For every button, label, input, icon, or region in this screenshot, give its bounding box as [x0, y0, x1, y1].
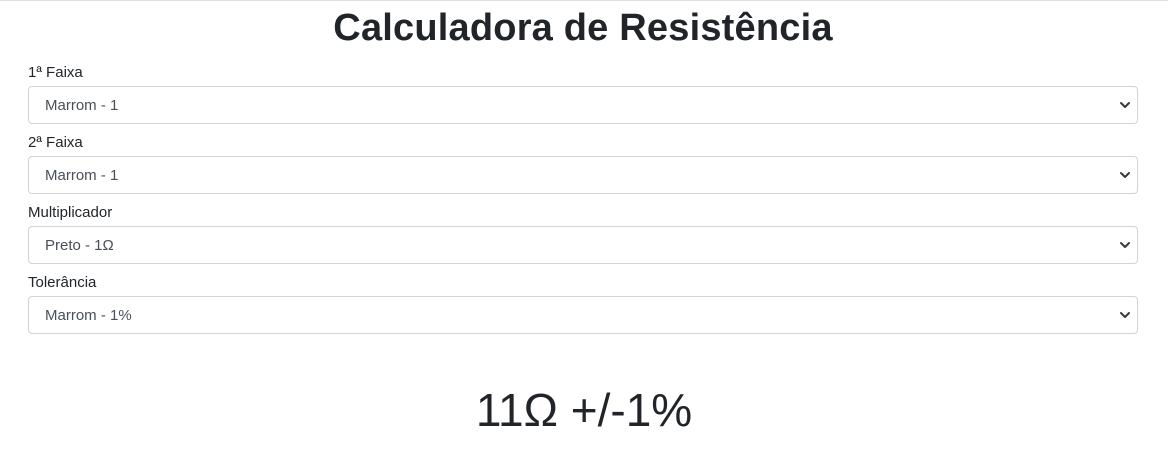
first-band-label: 1ª Faixa: [28, 64, 83, 81]
chevron-down-icon: [1120, 102, 1130, 108]
page-title: Calculadora de Resistência: [333, 7, 833, 49]
second-band-label: 2ª Faixa: [28, 134, 83, 151]
multiplier-value: Preto - 1Ω: [45, 237, 114, 254]
second-band-value: Marrom - 1: [45, 167, 119, 184]
second-band-select[interactable]: Marrom - 1: [28, 156, 1138, 194]
first-band-select[interactable]: Marrom - 1: [28, 86, 1138, 124]
chevron-down-icon: [1120, 312, 1130, 318]
multiplier-label: Multiplicador: [28, 204, 113, 221]
calculator-form: Calculadora de Resistência 1ª Faixa Marr…: [28, 0, 1138, 344]
multiplier-select[interactable]: Preto - 1Ω: [28, 226, 1138, 264]
tolerance-label: Tolerância: [28, 274, 97, 291]
top-divider: [0, 0, 1168, 1]
first-band-value: Marrom - 1: [45, 97, 119, 114]
chevron-down-icon: [1120, 172, 1130, 178]
resistance-result: 11Ω +/-1%: [475, 384, 693, 436]
chevron-down-icon: [1120, 242, 1130, 248]
tolerance-select[interactable]: Marrom - 1%: [28, 296, 1138, 334]
tolerance-value: Marrom - 1%: [45, 307, 132, 324]
